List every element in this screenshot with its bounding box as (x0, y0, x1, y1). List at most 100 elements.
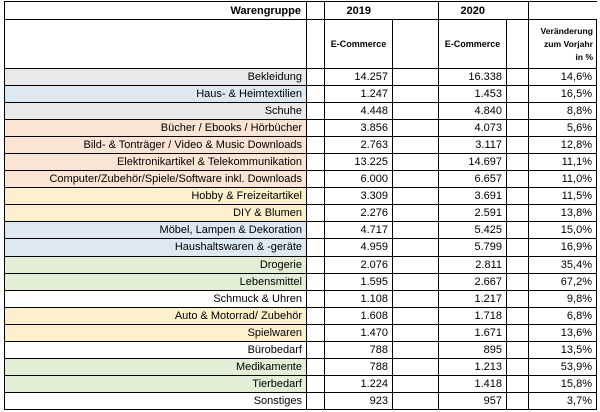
spacer (506, 357, 529, 376)
category-cell: Hobby & Freizeitartikel (4, 187, 307, 206)
spacer (506, 391, 529, 410)
change-cell: 11,5% (528, 187, 597, 206)
value-2019-cell: 923 (324, 391, 393, 410)
value-2019-cell: 1.108 (324, 289, 393, 308)
spacer (392, 102, 439, 121)
table-row: Computer/Zubehör/Spiele/Software inkl. D… (4, 170, 597, 189)
spacer (392, 221, 439, 240)
spacer (506, 153, 529, 172)
spacer (306, 323, 325, 342)
change-cell: 13,5% (528, 340, 597, 359)
change-label-line2: zum Vorjahr (543, 38, 593, 49)
spacer (306, 204, 325, 223)
spacer (306, 187, 325, 206)
value-2019-cell: 4.959 (324, 238, 393, 257)
table-row: Haushaltswaren & -geräte 4.959 5.799 16,9% (4, 238, 597, 257)
category-cell: Computer/Zubehör/Spiele/Software inkl. D… (4, 170, 307, 189)
table-row: Medikamente 788 1.213 53,9% (4, 357, 597, 376)
table-row: Bücher / Ebooks / Hörbücher 3.856 4.073 5,6… (4, 119, 597, 138)
category-cell: Schmuck & Uhren (4, 289, 307, 308)
spacer (306, 306, 325, 325)
spacer (392, 204, 439, 223)
table-row: Tierbedarf 1.224 1.418 15,8% (4, 374, 597, 393)
subheader-category-blank (4, 19, 307, 69)
value-2020-cell: 2.591 (438, 204, 507, 223)
spacer (306, 272, 325, 291)
spacer (392, 340, 439, 359)
spacer (306, 102, 325, 121)
spacer (306, 391, 325, 410)
table-row: DIY & Blumen 2.276 2.591 13,8% (4, 204, 597, 223)
spacer (306, 1, 325, 20)
change-cell: 11,0% (528, 170, 597, 189)
spacer (506, 67, 529, 87)
category-cell: Auto & Motorrad/ Zubehör (4, 306, 307, 325)
table-row: Schmuck & Uhren 1.108 1.217 9,8% (4, 289, 597, 308)
category-cell: Lebensmittel (4, 272, 307, 291)
header-year-2019: 2019 (324, 1, 393, 20)
spacer (506, 255, 529, 274)
spacer (306, 357, 325, 376)
ecommerce-table: Warengruppe 2019 2020 E-Commerce E-Comme… (4, 1, 597, 410)
value-2019-cell: 4.448 (324, 102, 393, 121)
spacer (392, 323, 439, 342)
spacer (506, 204, 529, 223)
table-row: Möbel, Lampen & Dekoration 4.717 5.425 15,0… (4, 221, 597, 240)
table-row: Sonstiges 923 957 3,7% (4, 391, 597, 410)
spacer (306, 340, 325, 359)
category-cell: Bücher / Ebooks / Hörbücher (4, 119, 307, 138)
spacer (306, 67, 325, 87)
table-row: Haus- & Heimtextilien 1.247 1.453 16,5% (4, 85, 597, 104)
change-cell: 35,4% (528, 255, 597, 274)
spacer (306, 289, 325, 308)
value-2019-cell: 1.608 (324, 306, 393, 325)
table-row: Schuhe 4.448 4.840 8,8% (4, 102, 597, 121)
table-row: Lebensmittel 1.595 2.667 67,2% (4, 272, 597, 291)
value-2020-cell: 1.671 (438, 323, 507, 342)
change-cell: 16,9% (528, 238, 597, 257)
change-cell: 15,0% (528, 221, 597, 240)
value-2020-cell: 1.217 (438, 289, 507, 308)
spacer (392, 1, 439, 20)
table-row: Auto & Motorrad/ Zubehör 1.608 1.718 6,8% (4, 306, 597, 325)
change-cell: 6,8% (528, 306, 597, 325)
spacer (392, 374, 439, 393)
value-2020-cell: 4.073 (438, 119, 507, 138)
spacer (506, 1, 529, 20)
value-2019-cell: 14.257 (324, 67, 393, 87)
table-row: Bürobedarf 788 895 13,5% (4, 340, 597, 359)
spacer (306, 85, 325, 104)
spacer (306, 19, 325, 69)
category-cell: Schuhe (4, 102, 307, 121)
spacer (392, 238, 439, 257)
value-2019-cell: 2.763 (324, 136, 393, 155)
table-row: Drogerie 2.076 2.811 35,4% (4, 255, 597, 274)
value-2019-cell: 788 (324, 340, 393, 359)
table-row: Spielwaren 1.470 1.671 13,6% (4, 323, 597, 342)
change-label-line3: in % (575, 51, 593, 62)
table-row: Bild- & Tonträger / Video & Music Downlo… (4, 136, 597, 155)
change-cell: 13,6% (528, 323, 597, 342)
spacer (392, 391, 439, 410)
value-2020-cell: 3.691 (438, 187, 507, 206)
change-cell: 12,8% (528, 136, 597, 155)
value-2020-cell: 6.657 (438, 170, 507, 189)
value-2019-cell: 788 (324, 357, 393, 376)
category-cell: Tierbedarf (4, 374, 307, 393)
category-cell: DIY & Blumen (4, 204, 307, 223)
category-cell: Sonstiges (4, 391, 307, 410)
value-2019-cell: 3.309 (324, 187, 393, 206)
change-label-line1: Veränderung (540, 25, 593, 36)
spacer (392, 67, 439, 87)
change-cell: 67,2% (528, 272, 597, 291)
spacer (506, 340, 529, 359)
change-cell: 8,8% (528, 102, 597, 121)
category-cell: Elektronikartikel & Telekommunikation (4, 153, 307, 172)
change-cell: 9,8% (528, 289, 597, 308)
header-category: Warengruppe (4, 1, 307, 20)
spacer (506, 238, 529, 257)
value-2020-cell: 5.425 (438, 221, 507, 240)
spacer (506, 119, 529, 138)
change-cell: 15,8% (528, 374, 597, 393)
change-cell: 13,8% (528, 204, 597, 223)
